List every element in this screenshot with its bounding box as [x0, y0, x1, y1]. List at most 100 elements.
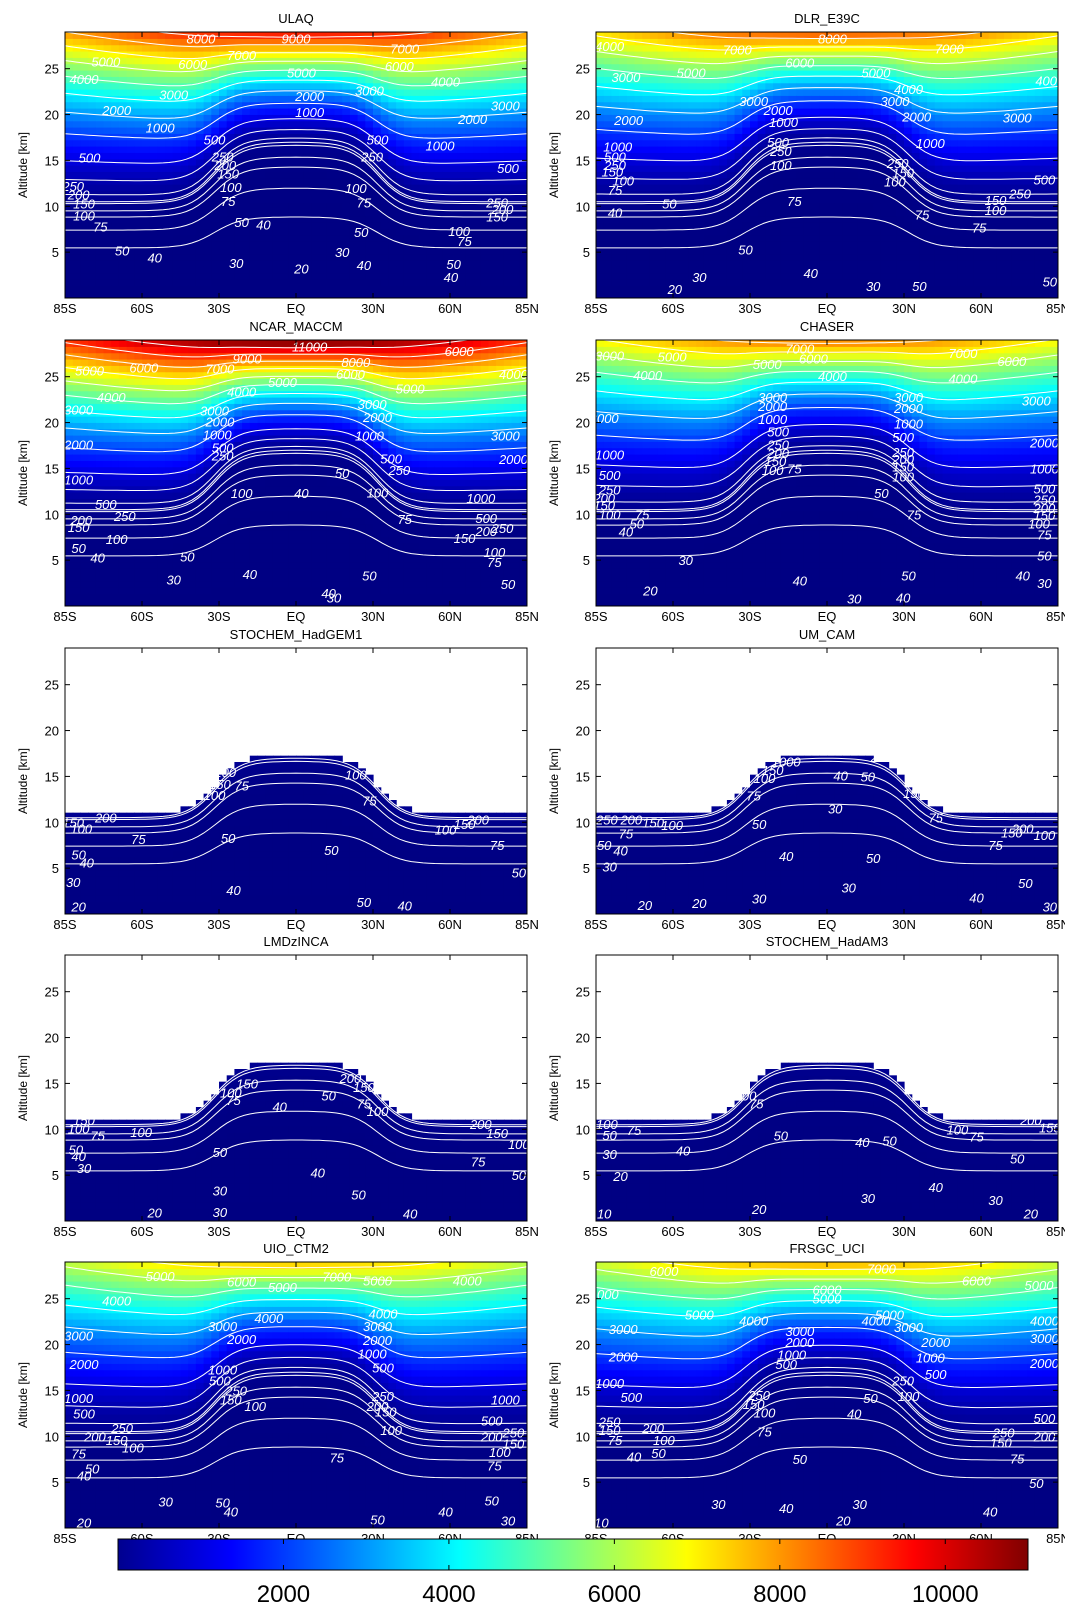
heatmap-cell [788, 215, 797, 223]
heatmap-cell [95, 209, 105, 217]
heatmap-cell [503, 228, 513, 236]
heatmap-cell [673, 279, 682, 286]
heatmap-cell [750, 146, 759, 153]
heatmap-cell [673, 165, 682, 172]
heatmap-cell [827, 57, 836, 65]
heatmap-cell [149, 228, 158, 236]
heatmap-cell [172, 127, 182, 134]
heatmap-cell [188, 285, 197, 293]
heatmap-cell [457, 139, 466, 147]
heatmap-cell [696, 133, 705, 141]
heatmap-cell [480, 57, 490, 65]
heatmap-cell [72, 196, 81, 204]
heatmap-cell [711, 44, 720, 52]
heatmap-cell [642, 241, 651, 248]
heatmap-cell [203, 114, 212, 122]
heatmap-cell [457, 196, 466, 204]
heatmap-cell [242, 215, 251, 223]
heatmap-cell [611, 234, 620, 242]
heatmap-cell [118, 165, 128, 172]
heatmap-cell [773, 70, 782, 77]
heatmap-cell [703, 272, 713, 280]
heatmap-cell [488, 82, 497, 90]
heatmap-cell [904, 285, 913, 293]
heatmap-cell [442, 120, 451, 128]
heatmap-cell [788, 158, 797, 166]
heatmap-cell [426, 139, 436, 147]
heatmap-cell [834, 89, 843, 96]
heatmap-cell [673, 70, 682, 77]
heatmap-cell [203, 209, 212, 217]
heatmap-cell [796, 146, 805, 153]
heatmap-cell [634, 285, 643, 293]
heatmap-cell [265, 38, 274, 46]
heatmap-cell [796, 234, 805, 242]
heatmap-cell [296, 70, 305, 77]
heatmap-cell [426, 63, 436, 71]
heatmap-cell [819, 190, 828, 198]
heatmap-cell [896, 253, 905, 261]
heatmap-cell [118, 139, 128, 147]
heatmap-cell [326, 196, 336, 204]
heatmap-cell [211, 82, 220, 90]
heatmap-cell [203, 57, 212, 65]
heatmap-cell [80, 279, 89, 286]
heatmap-cell [911, 127, 920, 134]
heatmap-cell [149, 222, 158, 229]
heatmap-cell [673, 209, 682, 217]
heatmap-cell [834, 260, 843, 267]
heatmap-cell [634, 272, 643, 280]
heatmap-cell [373, 114, 382, 122]
heatmap-cell [626, 247, 636, 255]
heatmap-cell [642, 279, 651, 286]
heatmap-cell [680, 152, 689, 160]
heatmap-cell [72, 171, 81, 179]
heatmap-cell [719, 108, 728, 115]
heatmap-cell [857, 266, 867, 274]
heatmap-cell [211, 95, 220, 103]
heatmap-cell [988, 253, 997, 261]
heatmap-cell [888, 70, 897, 77]
heatmap-cell [611, 291, 620, 298]
heatmap-cell [757, 76, 766, 84]
heatmap-cell [819, 57, 828, 65]
heatmap-cell [496, 279, 505, 286]
heatmap-cell [857, 89, 867, 96]
heatmap-cell [203, 146, 212, 153]
heatmap-cell [780, 51, 790, 58]
heatmap-cell [465, 260, 474, 267]
heatmap-cell [303, 57, 312, 65]
heatmap-cell [834, 127, 843, 134]
heatmap-cell [95, 215, 105, 223]
heatmap-cell [465, 120, 474, 128]
heatmap-cell [827, 127, 836, 134]
heatmap-cell [249, 82, 259, 90]
heatmap-cell [950, 146, 959, 153]
heatmap-cell [511, 114, 520, 122]
heatmap-cell [981, 291, 990, 298]
heatmap-cell [642, 133, 651, 141]
heatmap-cell [349, 279, 359, 286]
heatmap-cell [126, 190, 135, 198]
heatmap-cell [957, 101, 967, 109]
heatmap-cell [950, 279, 959, 286]
heatmap-cell [865, 57, 874, 65]
heatmap-cell [403, 291, 413, 298]
heatmap-cell [603, 241, 612, 248]
heatmap-cell [342, 38, 351, 46]
heatmap-cell [480, 51, 490, 58]
heatmap-cell [288, 241, 297, 248]
heatmap-cell [688, 32, 697, 39]
heatmap-cell [688, 253, 697, 261]
heatmap-cell [519, 120, 527, 128]
heatmap-cell [742, 139, 751, 147]
heatmap-cell [172, 51, 182, 58]
heatmap-cell [965, 82, 974, 90]
x-tick-label: EQ [287, 301, 306, 316]
heatmap-cell [834, 203, 843, 210]
heatmap-cell [965, 171, 974, 179]
heatmap-cell [342, 177, 351, 185]
heatmap-cell [419, 127, 428, 134]
heatmap-cell [942, 127, 951, 134]
heatmap-cell [765, 272, 774, 280]
